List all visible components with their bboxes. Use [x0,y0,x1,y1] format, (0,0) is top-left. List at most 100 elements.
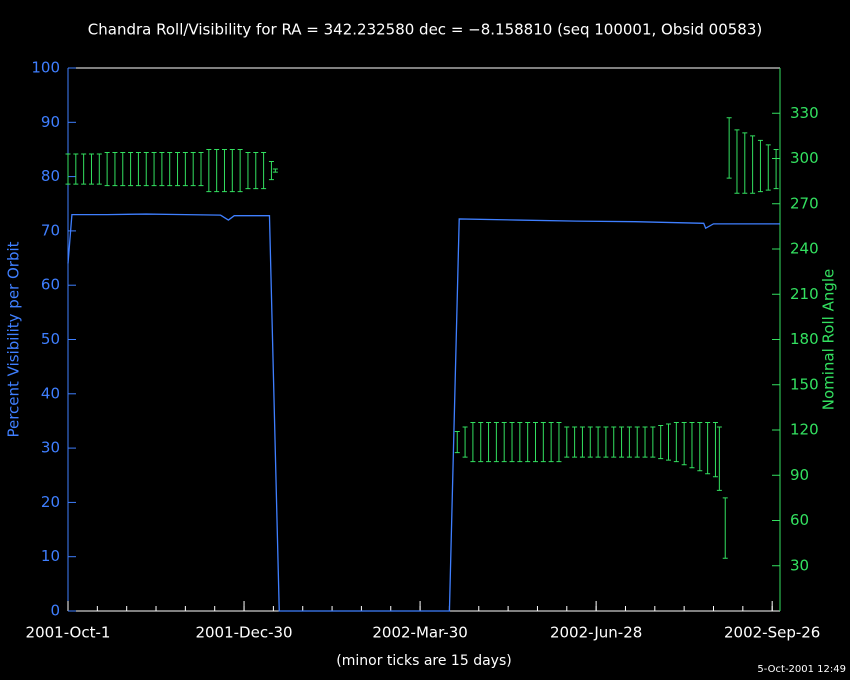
roll-error-bar [548,421,554,463]
x-tick-label: 2002-Mar-30 [372,624,467,642]
roll-error-bar [587,426,593,458]
y2-tick-label: 120 [790,421,819,439]
roll-error-bar [742,132,748,194]
roll-error-bar [603,426,609,458]
y-tick-label: 80 [41,167,60,185]
roll-error-bar [712,421,718,478]
y-tick-label: 60 [41,276,60,294]
roll-error-bar [253,151,259,190]
roll-error-bar [73,153,79,185]
roll-error-bar [611,426,617,458]
y-tick-label: 40 [41,384,60,402]
roll-error-bar [175,151,181,187]
x-tick-label: 2002-Jun-28 [550,624,642,642]
roll-error-bar [221,148,227,193]
y-tick-label: 100 [31,59,60,77]
roll-error-bar [214,148,220,193]
roll-error-bar [190,151,196,187]
y-tick-label: 30 [41,439,60,457]
roll-error-bar [182,151,188,187]
roll-error-bar [65,153,71,185]
roll-error-bar [167,151,173,187]
y-tick-label: 50 [41,330,60,348]
roll-error-bar [666,423,672,461]
roll-error-bar [151,151,157,187]
x-tick-label: 2001-Dec-30 [195,624,292,642]
roll-error-bar [705,421,711,475]
roll-error-bar [462,426,468,458]
x-axis-label: (minor ticks are 15 days) [336,653,511,669]
roll-error-bar [486,421,492,463]
roll-error-bar [722,497,728,559]
y2-tick-label: 330 [790,104,819,122]
y2-tick-label: 60 [790,511,809,529]
roll-error-bar [120,151,126,187]
roll-error-bar [261,151,267,190]
roll-error-bar [493,421,499,463]
roll-error-bar [626,426,632,458]
roll-error-bar [650,426,656,458]
roll-error-bar [716,426,722,491]
y2-tick-label: 210 [790,285,819,303]
roll-error-bar [128,151,134,187]
roll-error-bar [532,421,538,463]
roll-error-bar [681,421,687,466]
roll-error-bar [572,426,578,458]
y-tick-label: 20 [41,493,60,511]
roll-error-bar [159,151,165,187]
roll-error-bar [697,421,703,472]
roll-error-bar [579,426,585,458]
roll-error-bar [509,421,515,463]
roll-error-bar [773,148,779,190]
roll-error-bar [595,426,601,458]
roll-error-bar [540,421,546,463]
roll-error-bar [765,144,771,191]
roll-error-bar [619,426,625,458]
y-tick-label: 10 [41,547,60,565]
y2-tick-label: 180 [790,330,819,348]
roll-error-bar [564,426,570,458]
roll-error-bar [229,148,235,193]
y2-tick-label: 300 [790,149,819,167]
roll-error-bar [556,421,562,463]
visibility-line [67,213,780,612]
roll-error-bar [88,153,94,185]
roll-error-bar [634,426,640,458]
roll-error-bar [135,151,141,187]
roll-error-bar [642,426,648,458]
y2-tick-label: 150 [790,375,819,393]
roll-error-bar [143,151,149,187]
roll-error-bar [726,117,732,179]
y-tick-label: 90 [41,113,60,131]
y2-axis-label: Nominal Roll Angle [820,269,838,411]
roll-error-bar [206,148,212,193]
roll-error-bar [525,421,531,463]
roll-error-bar [198,151,204,187]
roll-error-bar [689,421,695,469]
y2-tick-label: 270 [790,194,819,212]
roll-error-bar [104,151,110,187]
x-tick-label: 2001-Oct-1 [26,624,111,642]
roll-error-bar [470,421,476,463]
roll-error-bar [245,151,251,190]
roll-error-bar [272,168,278,173]
roll-error-bar [81,153,87,185]
roll-error-bar [501,421,507,463]
roll-error-bar [673,421,679,463]
roll-error-bar [237,148,243,193]
y-axis-label: Percent Visibility per Orbit [5,241,23,437]
y2-tick-label: 30 [790,556,809,574]
roll-error-bar [750,135,756,194]
roll-error-bar [112,151,118,187]
roll-error-bar [268,161,274,181]
chart-title: Chandra Roll/Visibility for RA = 342.232… [88,21,762,39]
roll-error-bar [658,424,664,460]
y-tick-label: 70 [41,221,60,239]
x-tick-label: 2002-Sep-26 [724,624,820,642]
roll-error-bar [757,139,763,193]
roll-error-bar [96,153,102,185]
roll-error-bar [517,421,523,463]
